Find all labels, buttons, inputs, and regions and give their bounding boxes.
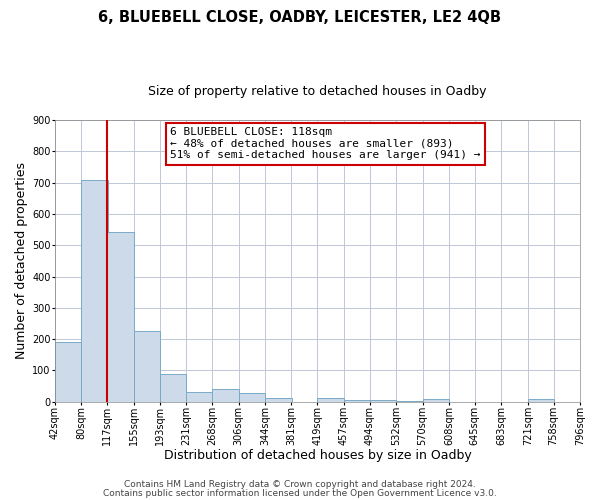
Bar [160, 374, 187, 402]
Title: Size of property relative to detached houses in Oadby: Size of property relative to detached ho… [148, 85, 487, 98]
X-axis label: Distribution of detached houses by size in Oadby: Distribution of detached houses by size … [164, 450, 471, 462]
Bar [134, 332, 160, 402]
Y-axis label: Number of detached properties: Number of detached properties [15, 162, 28, 360]
Bar [55, 342, 82, 402]
Bar [370, 400, 396, 402]
Bar [528, 400, 554, 402]
Bar [107, 232, 134, 402]
Text: 6, BLUEBELL CLOSE, OADBY, LEICESTER, LE2 4QB: 6, BLUEBELL CLOSE, OADBY, LEICESTER, LE2… [98, 10, 502, 25]
Bar [317, 398, 344, 402]
Bar [265, 398, 292, 402]
Bar [239, 394, 265, 402]
Bar [344, 400, 370, 402]
Bar [187, 392, 213, 402]
Bar [396, 400, 422, 402]
Text: Contains public sector information licensed under the Open Government Licence v3: Contains public sector information licen… [103, 488, 497, 498]
Text: Contains HM Land Registry data © Crown copyright and database right 2024.: Contains HM Land Registry data © Crown c… [124, 480, 476, 489]
Bar [212, 390, 239, 402]
Bar [82, 180, 108, 402]
Bar [422, 398, 449, 402]
Text: 6 BLUEBELL CLOSE: 118sqm
← 48% of detached houses are smaller (893)
51% of semi-: 6 BLUEBELL CLOSE: 118sqm ← 48% of detach… [170, 127, 481, 160]
